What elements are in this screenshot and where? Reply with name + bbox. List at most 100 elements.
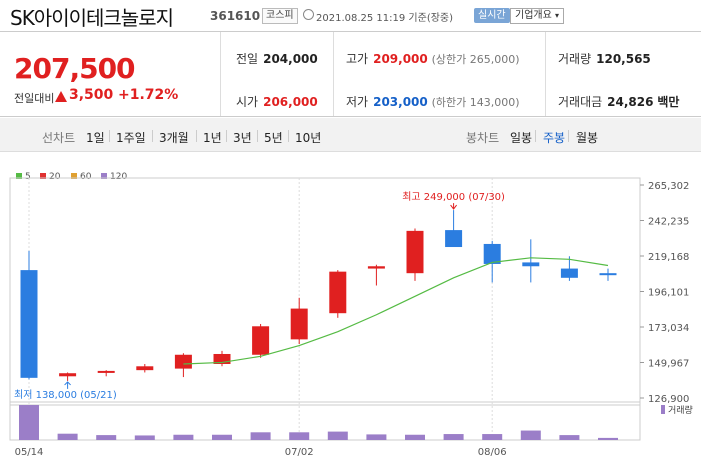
volume-bar [366, 434, 387, 440]
divider [545, 32, 546, 116]
prev-close-label: 전일 [236, 52, 259, 66]
candle-body [59, 373, 77, 377]
low-cell: 저가 203,000 (하한가 143,000) [346, 93, 520, 110]
y-tick-label: 219,168 [648, 252, 689, 263]
company-info-dropdown[interactable]: 기업개요 ▾ [510, 8, 565, 24]
candle-chart-label: 봉차트 [466, 131, 500, 145]
tab-separator [288, 130, 289, 142]
y-tick-label: 173,034 [648, 323, 689, 334]
upper-limit: (상한가 265,000) [431, 53, 520, 66]
x-tick-label: 08/06 [478, 447, 507, 458]
volume-bar [327, 431, 348, 440]
candle-body [252, 326, 270, 355]
candle-body [174, 354, 192, 369]
candle-body [483, 243, 501, 264]
legend-swatch [71, 173, 77, 179]
y-tick-label: 196,101 [648, 288, 689, 299]
candle-body [406, 230, 424, 274]
open-cell: 시가 206,000 [236, 93, 318, 110]
tab-daily[interactable]: 일봉 [510, 131, 533, 145]
max-price-annotation: 최고 249,000 (07/30) [402, 191, 505, 203]
high-value: 209,000 [373, 52, 428, 66]
volume-bar [173, 434, 194, 440]
candle-body [136, 366, 154, 371]
tab-1week[interactable]: 1주일 [116, 131, 146, 145]
volume-bar [405, 434, 425, 440]
tab-weekly[interactable]: 주봉 [543, 131, 566, 145]
tab-separator [535, 130, 536, 142]
volume-bar [19, 405, 39, 440]
tab-separator [196, 130, 197, 142]
tab-10year[interactable]: 10년 [295, 131, 322, 145]
prev-close-value: 204,000 [263, 52, 318, 66]
volume-bar [96, 435, 117, 440]
volume-plot-frame [9, 401, 641, 441]
tab-monthly[interactable]: 월봉 [576, 131, 599, 145]
legend-ma60[interactable]: 60 [71, 172, 91, 182]
open-label: 시가 [236, 95, 259, 109]
volume-label: 거래량 [558, 52, 592, 66]
quote-datetime: 2021.08.25 11:19 기준(장중) [316, 13, 454, 24]
realtime-button[interactable]: 실시간 [474, 8, 510, 23]
candle-body [599, 273, 617, 276]
change-value: 3,500 [69, 87, 114, 103]
volume-bar [559, 435, 580, 440]
legend-swatch [40, 173, 46, 179]
high-label: 고가 [346, 52, 369, 66]
legend-ma5-label: 5 [25, 172, 31, 182]
amount-cell: 거래대금 24,826 백만 [558, 93, 679, 110]
volume-cell: 거래량 120,565 [558, 50, 651, 67]
tab-separator [568, 130, 569, 142]
stock-name: SK아이이테크놀로지 [10, 6, 174, 30]
legend-ma60-label: 60 [80, 172, 92, 182]
candle-body [560, 268, 578, 278]
volume-legend-label: 거래량 [668, 404, 693, 416]
open-value: 206,000 [263, 95, 318, 109]
legend-swatch [16, 173, 22, 179]
volume-legend-swatch [661, 405, 665, 414]
company-info-label: 기업개요 [515, 10, 552, 21]
legend-ma120[interactable]: 120 [101, 172, 127, 182]
prev-close-cell: 전일 204,000 [236, 50, 318, 67]
volume-bar [212, 434, 232, 440]
tab-5year[interactable]: 5년 [264, 131, 283, 145]
candle-body [445, 230, 463, 248]
tab-separator [152, 130, 153, 142]
low-value: 203,000 [373, 95, 428, 109]
y-tick-label: 242,235 [648, 217, 689, 228]
tab-separator [226, 130, 227, 142]
legend-ma20[interactable]: 20 [40, 172, 60, 182]
candle-body [367, 266, 385, 269]
candle-body [290, 308, 308, 340]
legend-ma5[interactable]: 5 [16, 172, 31, 182]
y-tick-label: 126,900 [648, 394, 689, 405]
volume-bar [520, 430, 541, 440]
tab-separator [109, 130, 110, 142]
divider [333, 32, 334, 116]
up-triangle-icon [55, 91, 67, 102]
market-badge: 코스피 [262, 8, 298, 24]
candle-body [97, 370, 115, 373]
lower-limit: (하한가 143,000) [431, 96, 520, 109]
tab-3year[interactable]: 3년 [233, 131, 252, 145]
volume-bar [250, 432, 271, 440]
y-tick-label: 149,967 [648, 359, 689, 370]
tab-1year[interactable]: 1년 [203, 131, 222, 145]
volume-value: 120,565 [596, 52, 651, 66]
current-price: 207,500 [14, 52, 136, 85]
tab-separator [257, 130, 258, 142]
divider [220, 32, 221, 116]
min-price-annotation: 최저 138,000 (05/21) [14, 389, 117, 401]
change-label: 전일대비 [14, 92, 55, 105]
candle-body [329, 271, 347, 314]
volume-bar [289, 432, 310, 440]
stock-code: 361610 [210, 9, 261, 23]
change-rate: +1.72% [118, 87, 179, 103]
candle-body [213, 353, 231, 364]
volume-bar [598, 437, 618, 440]
tab-3month[interactable]: 3개월 [159, 131, 189, 145]
y-tick-label: 265,302 [648, 181, 689, 192]
ma5-line [183, 257, 609, 365]
tab-1day[interactable]: 1일 [86, 131, 105, 145]
